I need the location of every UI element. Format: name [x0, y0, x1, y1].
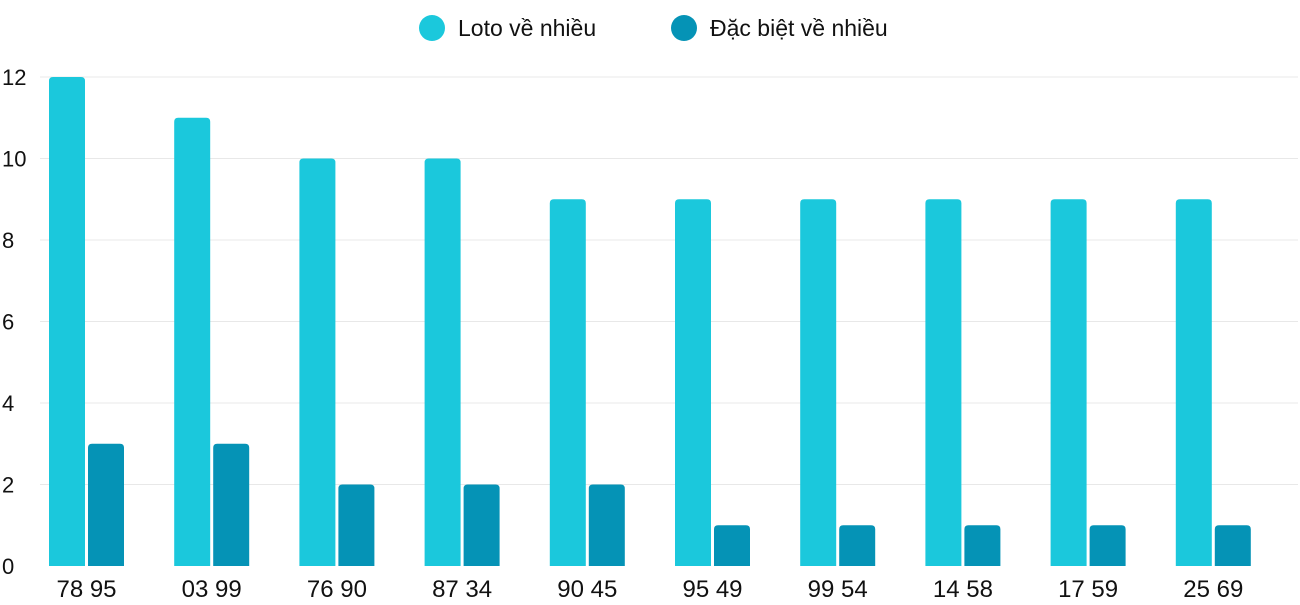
x-category-label: 95 49	[682, 576, 742, 600]
bar-dac-biet	[1089, 525, 1126, 566]
bar-loto	[1175, 199, 1212, 566]
legend-label[interactable]: Loto về nhiều	[458, 15, 596, 41]
y-axis-ticks: 0 2 4 6 8 10 12	[2, 65, 26, 579]
y-tick-label: 0	[2, 554, 14, 579]
bar-loto	[424, 158, 461, 566]
bar-loto	[549, 199, 586, 566]
x-category-label: 90 45	[557, 576, 617, 600]
bar-dac-biet	[1214, 525, 1251, 566]
bar-loto	[49, 77, 85, 566]
grid-layer	[40, 76, 1298, 485]
x-category-label: 17 59	[1058, 576, 1118, 600]
bar-dac-biet	[213, 443, 250, 566]
bar-loto	[1050, 199, 1087, 566]
bar-dac-biet	[714, 525, 750, 566]
bar-dac-biet	[588, 484, 625, 566]
bar-dac-biet	[338, 484, 375, 566]
bar-dac-biet	[964, 525, 1001, 566]
bar-loto	[800, 199, 837, 566]
bar-dac-biet	[463, 484, 500, 566]
x-category-label: 99 54	[808, 576, 868, 600]
legend-swatch[interactable]	[671, 15, 697, 41]
bars	[49, 77, 1251, 566]
bar-loto	[925, 199, 962, 566]
bar-dac-biet	[839, 525, 876, 566]
x-category-label: 14 58	[933, 576, 993, 600]
y-tick-label: 12	[2, 65, 26, 90]
x-category-label: 76 90	[307, 576, 367, 600]
y-tick-label: 10	[2, 147, 26, 172]
y-tick-label: 6	[2, 310, 14, 335]
legend: Loto về nhiều Đặc biệt về nhiều	[419, 15, 888, 41]
y-tick-label: 8	[2, 228, 14, 253]
x-category-label: 25 69	[1183, 576, 1243, 600]
x-axis-labels: 78 95 03 99 76 90 87 34 90 45 95 49 99 54 14 58…	[56, 576, 1243, 603]
legend-swatch[interactable]	[419, 15, 445, 41]
x-category-label: 78 95	[56, 576, 116, 600]
bar-loto	[299, 158, 336, 566]
x-category-label: 03 99	[182, 576, 242, 600]
bar-loto	[675, 199, 711, 566]
bar-dac-biet	[88, 443, 124, 566]
y-tick-label: 4	[2, 391, 14, 416]
y-tick-label: 2	[2, 473, 14, 498]
bar-loto	[174, 117, 211, 566]
legend-label[interactable]: Đặc biệt về nhiều	[710, 15, 888, 41]
x-category-label: 87 34	[432, 576, 492, 600]
